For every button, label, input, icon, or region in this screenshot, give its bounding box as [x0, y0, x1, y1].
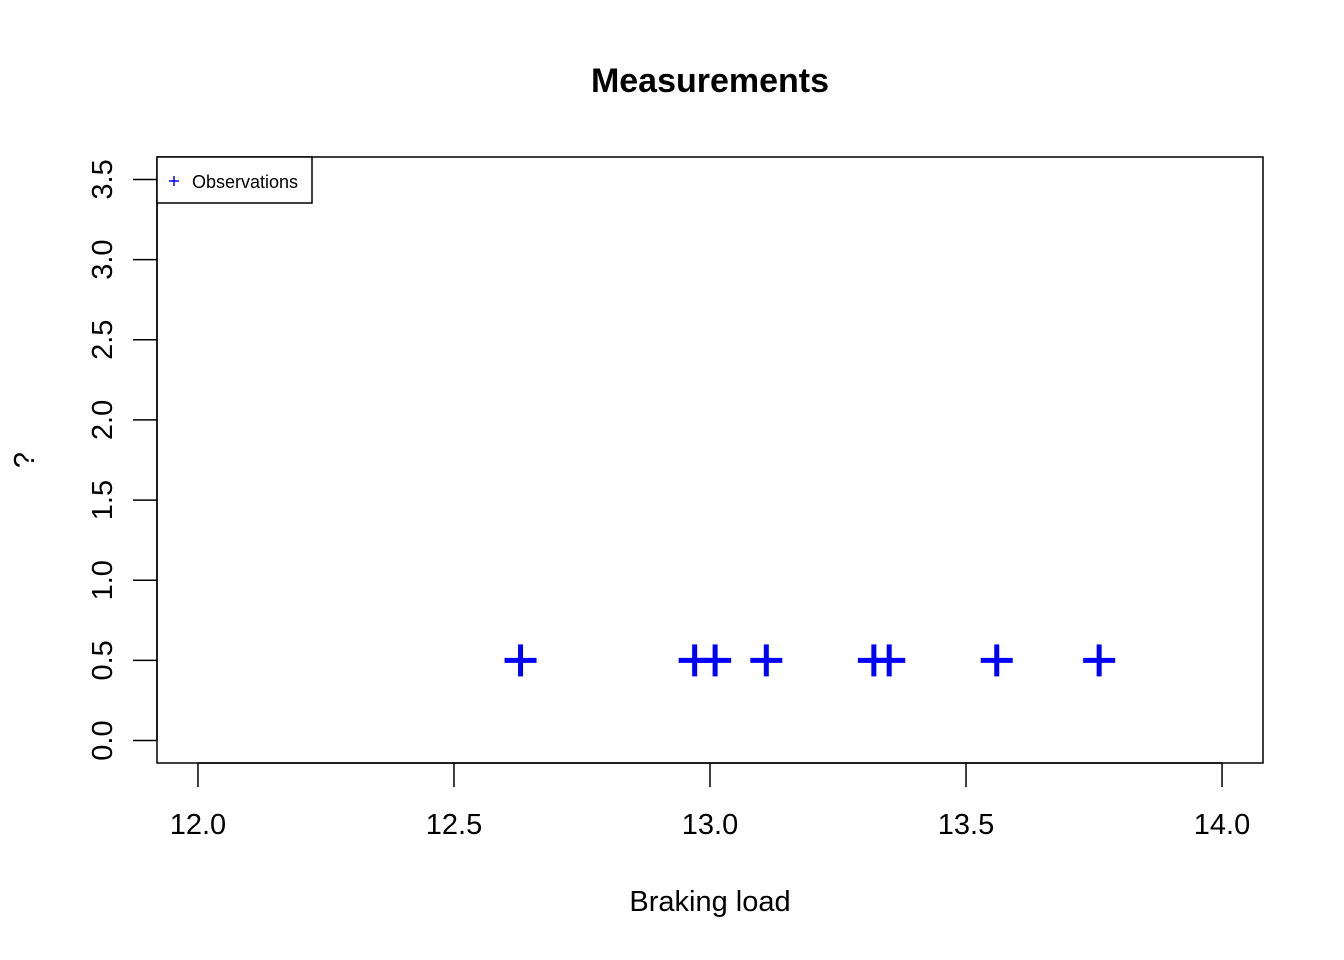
x-tick-label: 14.0 [1194, 809, 1250, 841]
y-tick-label: 2.5 [87, 320, 119, 360]
data-point [750, 644, 783, 677]
chart-title: Measurements [591, 62, 829, 100]
y-tick-label: 3.5 [87, 159, 119, 199]
legend: Observations [156, 156, 313, 204]
y-axis-label: ? [9, 452, 41, 468]
x-tick-label: 12.0 [170, 809, 226, 841]
x-tick-label: 12.5 [426, 809, 482, 841]
data-point [699, 644, 732, 677]
data-point [873, 644, 906, 677]
x-tick-label: 13.0 [682, 809, 738, 841]
x-axis: 12.0 12.5 13.0 13.5 14.0 [170, 762, 1250, 841]
legend-box [156, 156, 313, 204]
y-tick-label: 1.0 [87, 560, 119, 600]
y-axis: 0.0 0.5 1.0 1.5 2.0 2.5 3.0 3.5 [87, 159, 158, 761]
data-point [980, 644, 1013, 677]
data-point [504, 644, 537, 677]
y-tick-label: 0.5 [87, 640, 119, 680]
data-points [504, 644, 1116, 677]
data-point [1083, 644, 1116, 677]
y-tick-label: 1.5 [87, 480, 119, 520]
y-tick-label: 2.0 [87, 400, 119, 440]
x-axis-label: Braking load [629, 886, 790, 918]
y-tick-label: 3.0 [87, 239, 119, 279]
x-tick-label: 13.5 [938, 809, 994, 841]
legend-label: Observations [192, 172, 298, 192]
y-tick-label: 0.0 [87, 720, 119, 760]
legend-plus-marker [169, 176, 179, 186]
